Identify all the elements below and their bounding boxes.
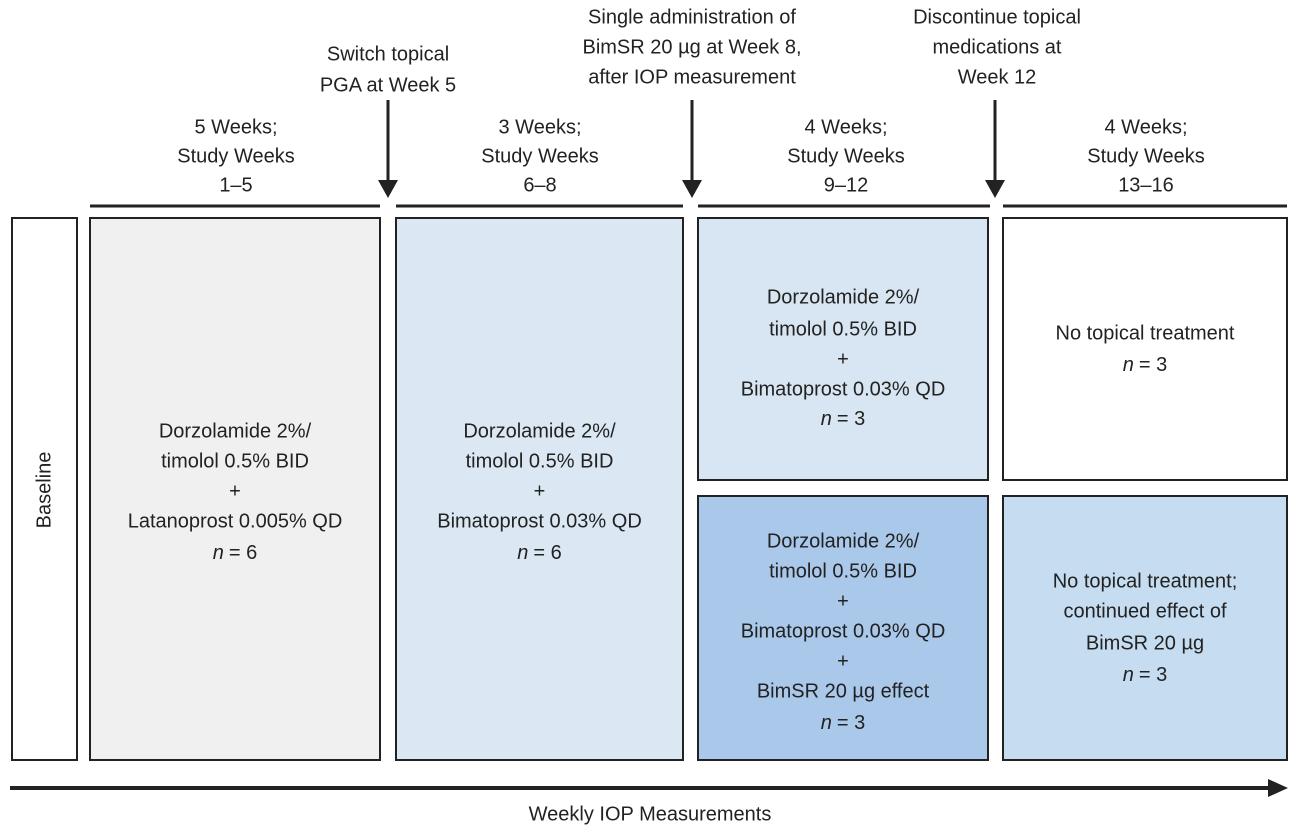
period-label: 4 Weeks; (805, 116, 888, 138)
treatment-box (1002, 495, 1288, 761)
n-symbol: n (821, 712, 832, 734)
treatment-text: n = 3 (1123, 664, 1167, 686)
event-label: BimSR 20 µg at Week 8, (582, 36, 801, 58)
period-label: 3 Weeks; (499, 116, 582, 138)
event-label: Discontinue topical (913, 6, 1081, 28)
treatment-text: Bimatoprost 0.03% QD (437, 510, 642, 532)
period-label: 1–5 (219, 174, 252, 196)
treatment-text: + (229, 480, 241, 502)
treatment-text: + (837, 348, 849, 370)
period-label: Study Weeks (1087, 145, 1204, 167)
period-label: 5 Weeks; (195, 116, 278, 138)
treatment-text: + (534, 480, 546, 502)
n-count: = 3 (837, 408, 865, 430)
period-label: 6–8 (523, 174, 556, 196)
baseline-box (11, 217, 78, 761)
event-label: Single administration of (588, 6, 796, 28)
n-symbol: n (1123, 354, 1134, 376)
treatment-text: timolol 0.5% BID (466, 450, 614, 472)
treatment-box (697, 495, 989, 761)
n-count: = 6 (533, 542, 561, 564)
treatment-text: No topical treatment; (1053, 570, 1238, 592)
treatment-text: Latanoprost 0.005% QD (128, 510, 343, 532)
n-count: = 3 (1139, 664, 1167, 686)
period-label: Study Weeks (177, 145, 294, 167)
treatment-text: Bimatoprost 0.03% QD (741, 620, 946, 642)
treatment-text: timolol 0.5% BID (161, 450, 309, 472)
treatment-text: Dorzolamide 2%/ (159, 420, 312, 442)
treatment-text: Bimatoprost 0.03% QD (741, 378, 946, 400)
n-symbol: n (821, 408, 832, 430)
event-label: Week 12 (958, 66, 1037, 88)
event-label: medications at (933, 36, 1062, 58)
timeline-arrow (10, 779, 1288, 797)
treatment-text: + (837, 590, 849, 612)
treatment-text: timolol 0.5% BID (769, 560, 917, 582)
n-count: = 6 (229, 542, 257, 564)
n-symbol: n (1123, 664, 1134, 686)
footer: Weekly IOP Measurements (529, 803, 772, 825)
treatment-text: timolol 0.5% BID (769, 318, 917, 340)
n-count: = 3 (837, 712, 865, 734)
baseline-label: Baseline (33, 452, 55, 529)
event-label: PGA at Week 5 (320, 74, 456, 96)
event-label: after IOP measurement (588, 66, 796, 88)
treatment-text: n = 6 (213, 542, 257, 564)
n-count: = 3 (1139, 354, 1167, 376)
event-label: Switch topical (327, 43, 449, 65)
n-symbol: n (213, 542, 224, 564)
treatment-box (1002, 217, 1288, 481)
period-label: Study Weeks (787, 145, 904, 167)
period-label: 13–16 (1118, 174, 1174, 196)
treatment-text: n = 3 (821, 408, 865, 430)
treatment-text: No topical treatment (1056, 322, 1235, 344)
event-arrows (378, 100, 1005, 198)
treatment-text: n = 3 (821, 712, 865, 734)
treatment-box (89, 217, 381, 761)
period-label: 4 Weeks; (1105, 116, 1188, 138)
period-label: 9–12 (824, 174, 869, 196)
treatment-text: + (837, 650, 849, 672)
treatment-text: Dorzolamide 2%/ (767, 530, 920, 552)
treatment-text: n = 3 (1123, 354, 1167, 376)
treatment-box (395, 217, 684, 761)
treatment-text: BimSR 20 µg (1086, 632, 1204, 654)
treatment-text: continued effect of (1063, 600, 1227, 622)
period-label: Study Weeks (481, 145, 598, 167)
n-symbol: n (517, 542, 528, 564)
treatment-box (697, 217, 989, 481)
treatment-text: n = 6 (517, 542, 561, 564)
treatment-text: Dorzolamide 2%/ (463, 420, 616, 442)
treatment-text: BimSR 20 µg effect (757, 680, 930, 702)
treatment-text: Dorzolamide 2%/ (767, 286, 920, 308)
